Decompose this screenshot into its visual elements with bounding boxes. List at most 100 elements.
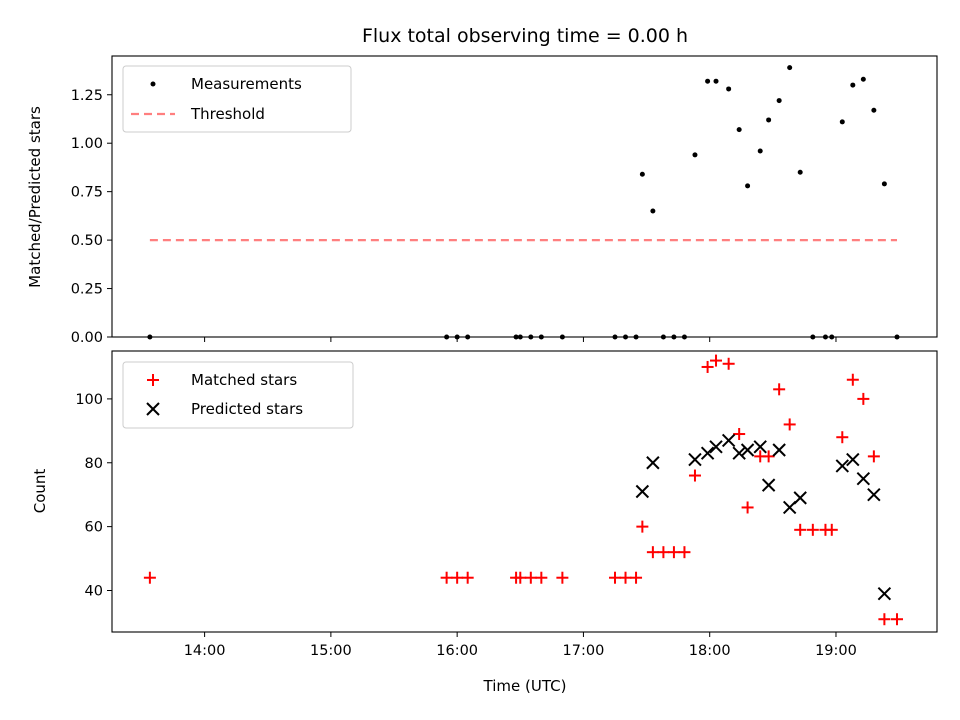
x-tick-label: 17:00: [563, 643, 605, 659]
predicted-star-point: [635, 484, 650, 499]
predicted-star-point: [772, 443, 786, 457]
legend-measurements-marker: [150, 81, 156, 87]
top-panel: Matched/Predicted stars 0.00 0.25 0.50 0.75…: [26, 55, 938, 346]
x-tick-label: 16:00: [436, 643, 478, 659]
measurement-point: [787, 65, 793, 71]
measurement-point: [692, 152, 698, 158]
matched-star-point: [878, 613, 891, 626]
predicted-star-point: [782, 500, 797, 515]
matched-star-point: [891, 613, 904, 626]
bottom-panel: Count Time (UTC) 40 60 80 100 14:00 15:00 16:0…: [31, 350, 938, 695]
predicted-star-point: [721, 433, 736, 448]
predicted-star-point: [793, 491, 807, 505]
top-y-tick-label: 0.25: [71, 282, 103, 298]
measurement-point: [871, 107, 877, 113]
measurement-point: [705, 78, 711, 84]
x-tick-label: 14:00: [184, 643, 226, 659]
matched-star-point: [710, 354, 723, 367]
legend-predicted-label: Predicted stars: [191, 400, 303, 418]
top-y-tick-label: 1.25: [71, 88, 103, 104]
legend-predicted-marker: [146, 402, 160, 416]
bottom-y-tick-label: 60: [85, 520, 103, 536]
matched-star-point: [867, 450, 880, 463]
measurement-point: [726, 86, 732, 92]
x-tick-label: 18:00: [689, 643, 731, 659]
matched-star-point: [741, 501, 754, 514]
top-plot-frame: [111, 55, 938, 338]
predicted-star-point: [846, 452, 860, 467]
measurement-point: [745, 183, 751, 189]
matched-star-point: [846, 373, 859, 386]
measurement-point: [776, 98, 782, 104]
bottom-y-tick-label: 100: [75, 392, 103, 408]
matched-star-point: [556, 571, 569, 584]
top-y-tick-label: 0.50: [71, 233, 103, 249]
matched-star-point: [630, 571, 643, 584]
top-y-axis-label: Matched/Predicted stars: [26, 106, 44, 288]
legend-measurements-label: Measurements: [191, 75, 302, 93]
matched-star-point: [762, 450, 775, 463]
predicted-star-point: [732, 446, 746, 460]
measurement-point: [766, 117, 772, 123]
measurement-point: [797, 169, 803, 175]
measurement-point: [639, 171, 645, 177]
matched-star-point: [143, 571, 156, 584]
predicted-star-point: [867, 487, 881, 502]
matched-star-point: [836, 431, 849, 444]
top-y-tick-label: 0.75: [71, 185, 103, 201]
measurement-point: [850, 82, 856, 88]
matched-star-point: [535, 571, 548, 584]
bottom-legend: Matched stars Predicted stars: [122, 361, 354, 429]
matched-star-point: [514, 571, 527, 584]
matched-star-point: [688, 469, 701, 482]
top-legend: Measurements Threshold: [122, 65, 352, 133]
matched-star-point: [701, 360, 714, 373]
legend-threshold-label: Threshold: [190, 105, 265, 123]
matched-star-point: [636, 520, 649, 533]
bottom-plot-frame: [111, 350, 938, 633]
bottom-y-tick-label: 40: [85, 583, 103, 599]
matched-star-point: [806, 523, 819, 536]
matched-star-point: [773, 383, 786, 396]
bottom-y-axis-label: Count: [31, 469, 49, 514]
predicted-star-point: [761, 478, 776, 492]
matched-star-point: [657, 546, 670, 559]
predicted-star-point: [835, 459, 850, 473]
measurement-point: [757, 148, 763, 154]
predicted-star-point: [646, 456, 660, 470]
measurement-point: [650, 208, 656, 214]
matched-star-point: [619, 571, 632, 584]
predicted-star-point: [688, 452, 702, 467]
matched-star-point: [608, 571, 621, 584]
measurement-point: [713, 78, 719, 84]
x-axis-label: Time (UTC): [483, 677, 567, 695]
top-y-tick-label: 1.00: [71, 136, 103, 152]
measurement-point: [736, 127, 742, 133]
predicted-star-point: [877, 586, 892, 601]
matched-star-point: [783, 418, 796, 431]
predicted-star-point: [856, 472, 871, 486]
chart-title: Flux total observing time = 0.00 h: [362, 25, 688, 47]
matched-star-point: [857, 392, 870, 405]
measurement-point: [860, 76, 866, 82]
matched-star-point: [461, 571, 474, 584]
matched-star-point: [825, 523, 838, 536]
x-tick-label: 19:00: [815, 643, 857, 659]
matched-star-point: [667, 546, 680, 559]
predicted-star-point: [740, 443, 755, 457]
matched-star-point: [678, 546, 691, 559]
legend-matched-label: Matched stars: [191, 371, 297, 389]
predicted-star-point: [700, 446, 715, 460]
matched-star-point: [733, 428, 746, 441]
predicted-star-point: [753, 440, 767, 454]
x-tick-label: 15:00: [310, 643, 352, 659]
matched-star-point: [524, 571, 537, 584]
matched-star-point: [646, 546, 659, 559]
predicted-star-point: [709, 440, 723, 454]
top-y-tick-label: 0.00: [71, 330, 103, 346]
legend-matched-marker: [147, 374, 159, 386]
matched-star-point: [451, 571, 464, 584]
matched-star-point: [440, 571, 453, 584]
matched-star-point: [794, 523, 807, 536]
